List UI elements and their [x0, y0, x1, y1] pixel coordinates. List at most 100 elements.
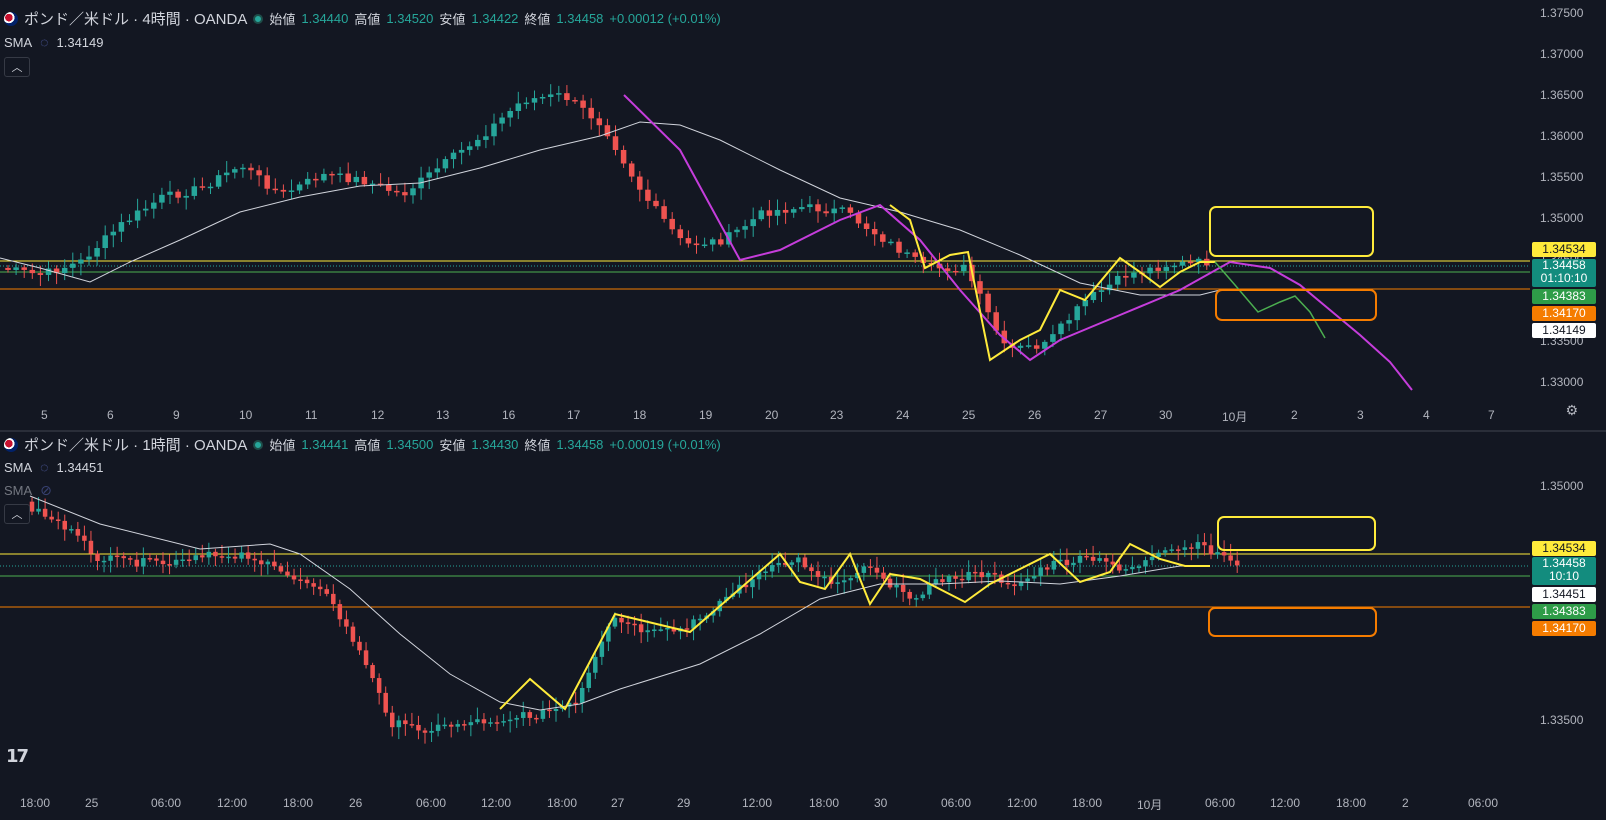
- candle-body: [37, 273, 44, 275]
- time-axis-label: 10月: [1222, 410, 1248, 424]
- candle-body: [766, 210, 773, 216]
- time-axis-label: 12:00: [217, 796, 248, 810]
- candle-body: [1195, 258, 1202, 262]
- collapse-legend-button[interactable]: ︿: [4, 504, 30, 524]
- candle-body: [142, 208, 149, 211]
- candle-body: [240, 167, 246, 170]
- time-axis-label: 26: [349, 796, 363, 810]
- candle-body: [523, 102, 530, 105]
- candle-body: [226, 556, 231, 559]
- candle-body: [912, 252, 918, 257]
- symbol-title-4h[interactable]: ポンド／米ドル · 4時間 · OANDA: [24, 11, 248, 28]
- high-label: 高値: [354, 438, 381, 453]
- candle-body: [709, 239, 716, 245]
- candle-body: [410, 188, 416, 196]
- candle-body: [186, 559, 192, 562]
- candle-body: [993, 312, 999, 331]
- candle-body: [848, 578, 853, 581]
- candle-body: [1221, 552, 1227, 556]
- candle-body: [215, 175, 222, 187]
- candle-body: [1143, 560, 1148, 567]
- candle-body: [304, 178, 311, 185]
- candle-body: [540, 709, 546, 719]
- candle-body: [1117, 564, 1122, 571]
- candle-body: [658, 629, 664, 631]
- low-label: 安値: [439, 438, 466, 453]
- candle-body: [907, 591, 912, 599]
- candle-body: [272, 561, 277, 567]
- candle-body: [809, 567, 814, 572]
- candle-body: [580, 100, 586, 108]
- candle-body: [232, 556, 238, 559]
- time-axis-label: 06:00: [941, 796, 972, 810]
- candle-body: [1106, 284, 1113, 291]
- candle-body: [815, 571, 821, 577]
- candle-body: [121, 556, 126, 559]
- candle-body: [206, 551, 212, 558]
- candle-body: [223, 172, 230, 176]
- candle-body: [1005, 582, 1011, 585]
- open-value: 1.34441: [301, 437, 349, 452]
- candle-body: [961, 264, 967, 272]
- candle-body: [515, 103, 522, 112]
- candle-body: [422, 730, 428, 733]
- candle-body: [628, 163, 635, 177]
- candle-body: [645, 189, 651, 201]
- time-axis-label: 12: [371, 408, 385, 422]
- candle-body: [329, 173, 335, 176]
- symbol-title-1h[interactable]: ポンド／米ドル · 1時間 · OANDA: [24, 437, 248, 454]
- candle-body: [881, 572, 886, 579]
- candle-body: [21, 267, 27, 270]
- gear-icon[interactable]: ⚙: [1565, 402, 1578, 418]
- candle-body: [900, 584, 906, 592]
- candle-body: [839, 207, 846, 209]
- price-tag-green: 1.34383: [1532, 604, 1596, 619]
- candle-body: [491, 123, 497, 137]
- sma-label: SMA: [4, 459, 33, 475]
- bar-countdown: 01:10:10: [1540, 271, 1588, 285]
- candle-body: [625, 622, 631, 624]
- time-axis-label: 12:00: [742, 796, 773, 810]
- sma-value: 1.34149: [56, 34, 104, 50]
- candle-body: [986, 572, 991, 578]
- sma-legend-4h[interactable]: SMA ◌ 1.34149: [4, 34, 104, 50]
- candle-body: [671, 627, 677, 632]
- time-axis-label: 10: [239, 408, 253, 422]
- candle-body: [1187, 261, 1194, 264]
- candle-body: [191, 186, 198, 196]
- close-label: 終値: [524, 12, 551, 27]
- candle-body: [1156, 552, 1161, 557]
- sma-legend-1h[interactable]: SMA ◌ 1.34451: [4, 459, 104, 475]
- eye-off-icon[interactable]: ⊘: [40, 482, 52, 498]
- candle-body: [1155, 267, 1161, 271]
- chart-canvas-1h[interactable]: [0, 434, 1606, 820]
- chart-pane-4h[interactable]: ポンド／米ドル · 4時間 · OANDA 始値 1.34440 高値 1.3452…: [0, 0, 1606, 432]
- candle-body: [1103, 558, 1109, 562]
- candle-body: [1110, 561, 1115, 565]
- candle-body: [632, 623, 637, 626]
- time-axis-label: 2: [1402, 796, 1409, 810]
- price-tag-yellow: 1.34534: [1532, 242, 1596, 257]
- tradingview-logo[interactable]: 17: [6, 746, 29, 767]
- candle-body: [426, 172, 432, 178]
- candle-body: [638, 624, 644, 633]
- candle-body: [1136, 566, 1142, 569]
- candle-body: [693, 243, 700, 246]
- candle-body: [796, 557, 801, 563]
- projection-line-purple: [623, 94, 1413, 391]
- chart-canvas-4h[interactable]: [0, 0, 1606, 432]
- chart-pane-1h[interactable]: ポンド／米ドル · 1時間 · OANDA 始値 1.34441 高値 1.3450…: [0, 434, 1606, 820]
- candle-body: [936, 263, 943, 269]
- time-axis-label: 5: [41, 408, 48, 422]
- candle-body: [232, 169, 238, 173]
- candle-body: [252, 558, 257, 561]
- candle-body: [466, 146, 473, 150]
- candle-body: [475, 139, 481, 147]
- price-axis-label: 1.37000: [1540, 47, 1584, 61]
- low-label: 安値: [439, 12, 466, 27]
- price-axis-label: 1.35500: [1540, 170, 1584, 184]
- candle-body: [265, 561, 271, 565]
- sma-legend-hidden[interactable]: SMA ⊘: [4, 482, 52, 499]
- collapse-legend-button[interactable]: ︿: [4, 57, 30, 77]
- time-axis-label: 18:00: [809, 796, 840, 810]
